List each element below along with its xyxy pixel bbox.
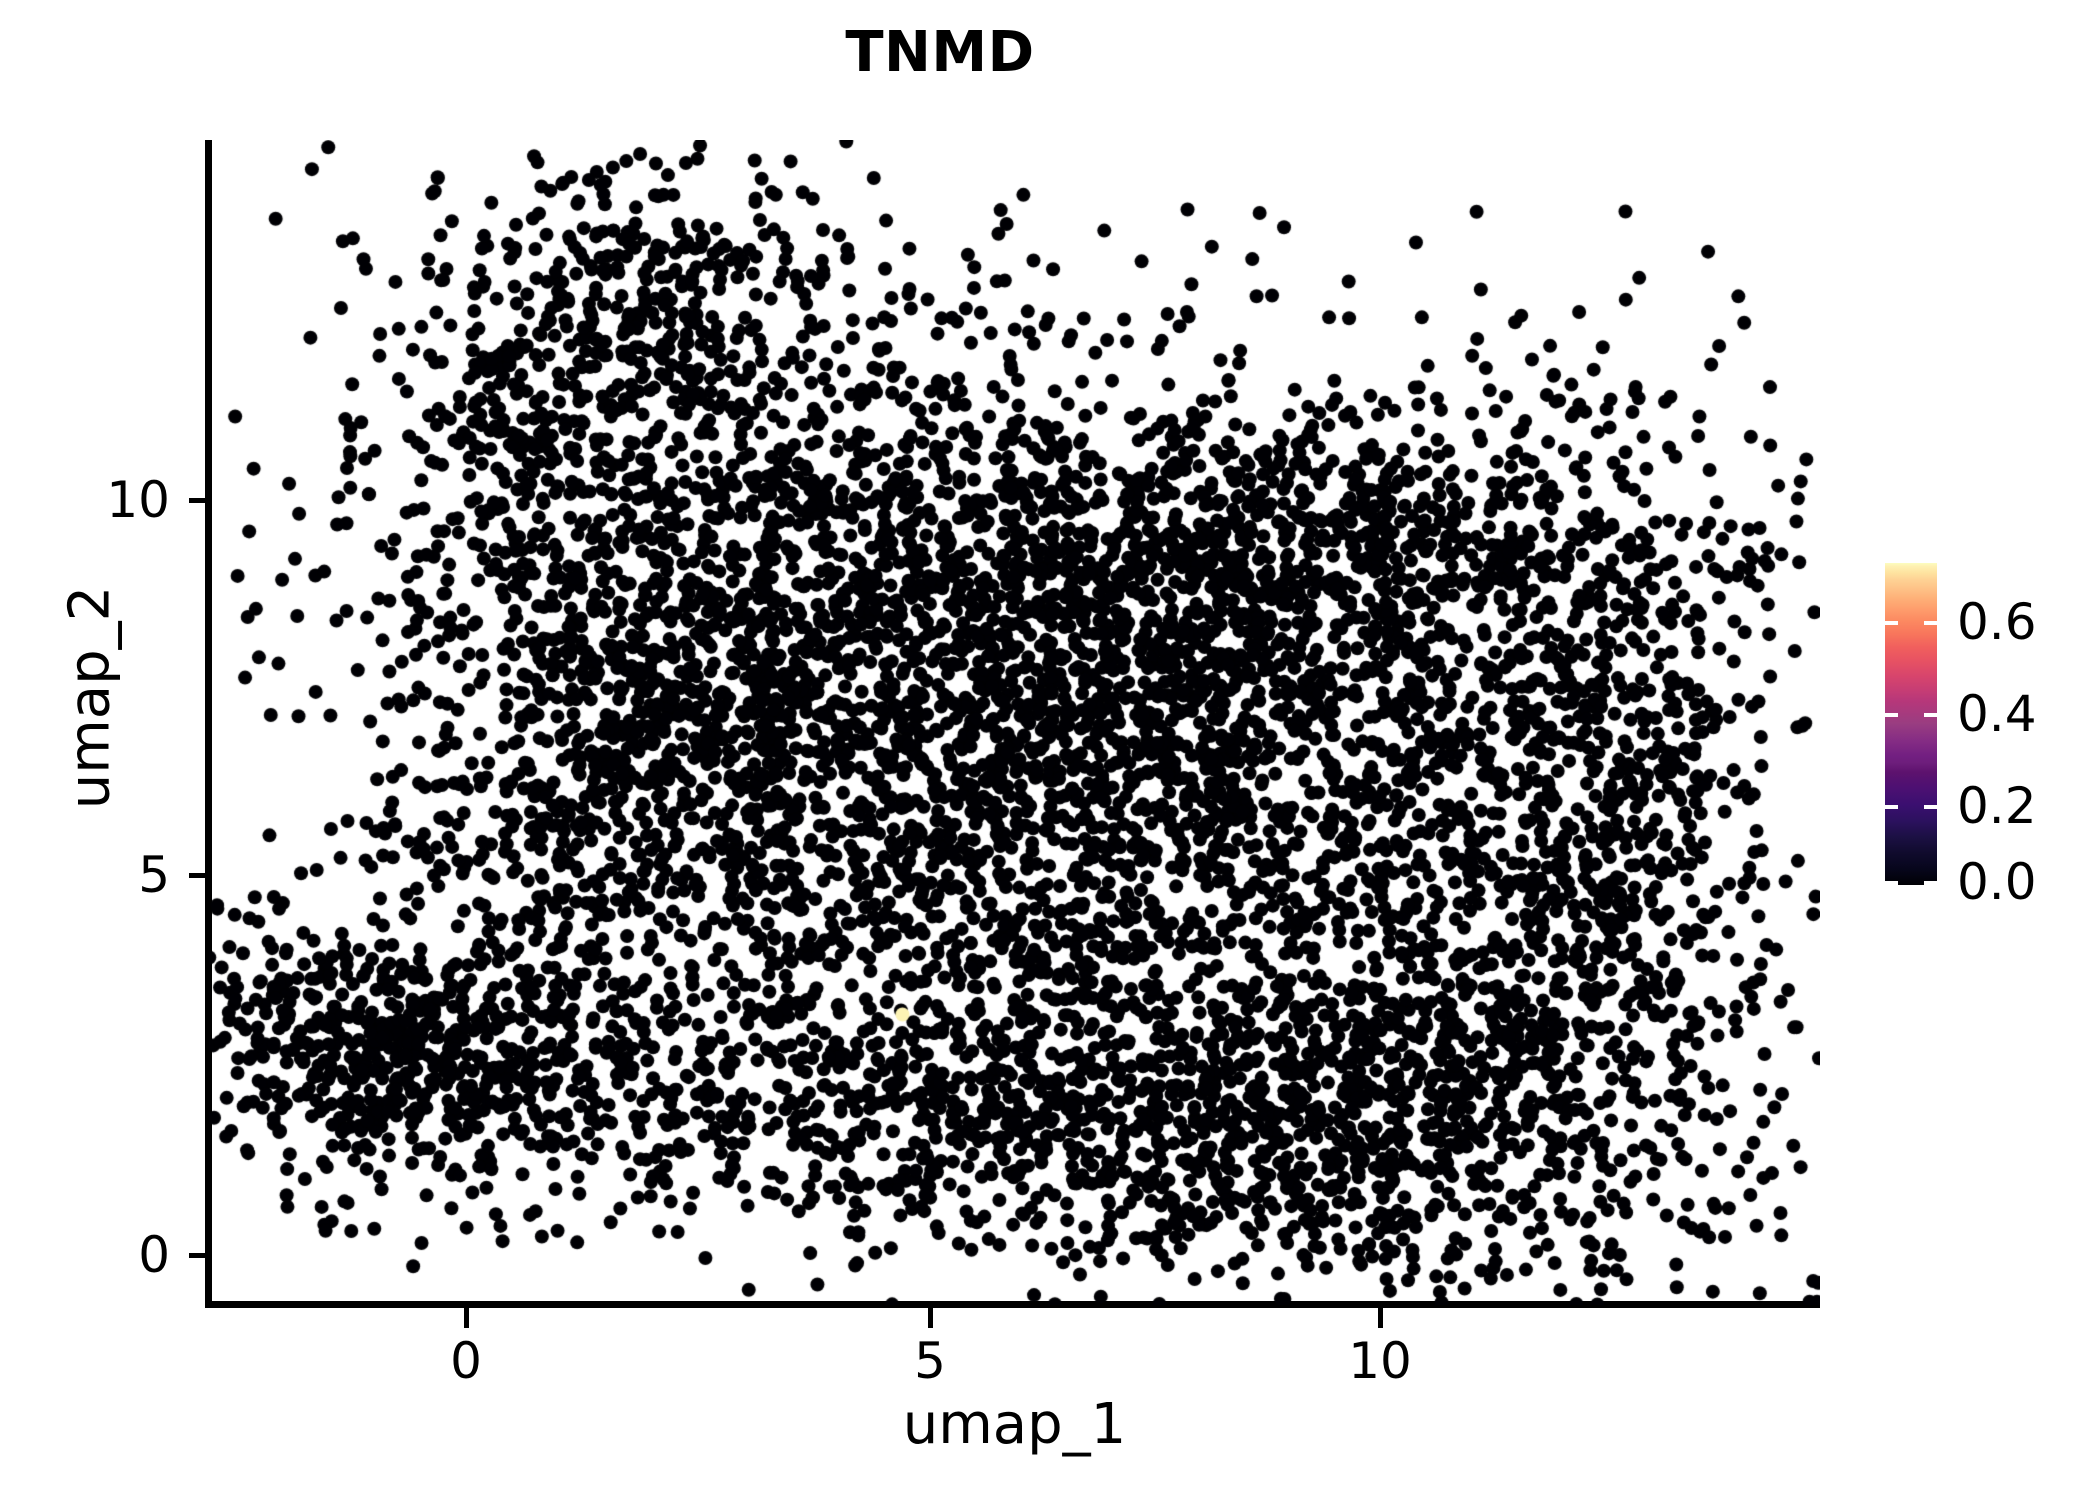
colorbar-tick-0.2 — [1885, 805, 1937, 809]
colorbar-tick-0.4 — [1885, 713, 1937, 717]
y-axis-spine — [205, 140, 212, 1308]
colorbar-label-0.2: 0.2 — [1957, 777, 2037, 835]
colorbar-tick-0.0 — [1885, 881, 1937, 885]
x-tick-mark-5 — [928, 1308, 933, 1328]
x-tick-label-10: 10 — [1348, 1332, 1412, 1390]
y-tick-label-0: 0 — [138, 1226, 170, 1284]
y-tick-mark-5 — [189, 873, 209, 878]
colorbar: 0.6 0.4 0.2 0.0 — [1885, 563, 2085, 907]
x-axis-label: umap_1 — [902, 1392, 1127, 1457]
page-title: TNMD — [845, 20, 1035, 85]
x-tick-label-0: 0 — [450, 1332, 482, 1390]
y-tick-mark-0 — [189, 1253, 209, 1258]
colorbar-label-0.6: 0.6 — [1957, 593, 2037, 651]
colorbar-label-0.4: 0.4 — [1957, 685, 2037, 743]
y-tick-label-10: 10 — [106, 471, 170, 529]
x-tick-mark-10 — [1378, 1308, 1383, 1328]
plot-area — [209, 140, 1820, 1305]
y-axis-label: umap_2 — [57, 585, 123, 810]
colorbar-tick-0.6 — [1885, 621, 1937, 625]
scatter-points-canvas — [209, 140, 1820, 1305]
y-tick-label-5: 5 — [138, 846, 170, 904]
y-tick-mark-10 — [189, 498, 209, 503]
x-tick-mark-0 — [464, 1308, 469, 1328]
x-tick-label-5: 5 — [914, 1332, 946, 1390]
colorbar-label-0.0: 0.0 — [1957, 853, 2037, 911]
colorbar-gradient — [1885, 563, 1937, 885]
